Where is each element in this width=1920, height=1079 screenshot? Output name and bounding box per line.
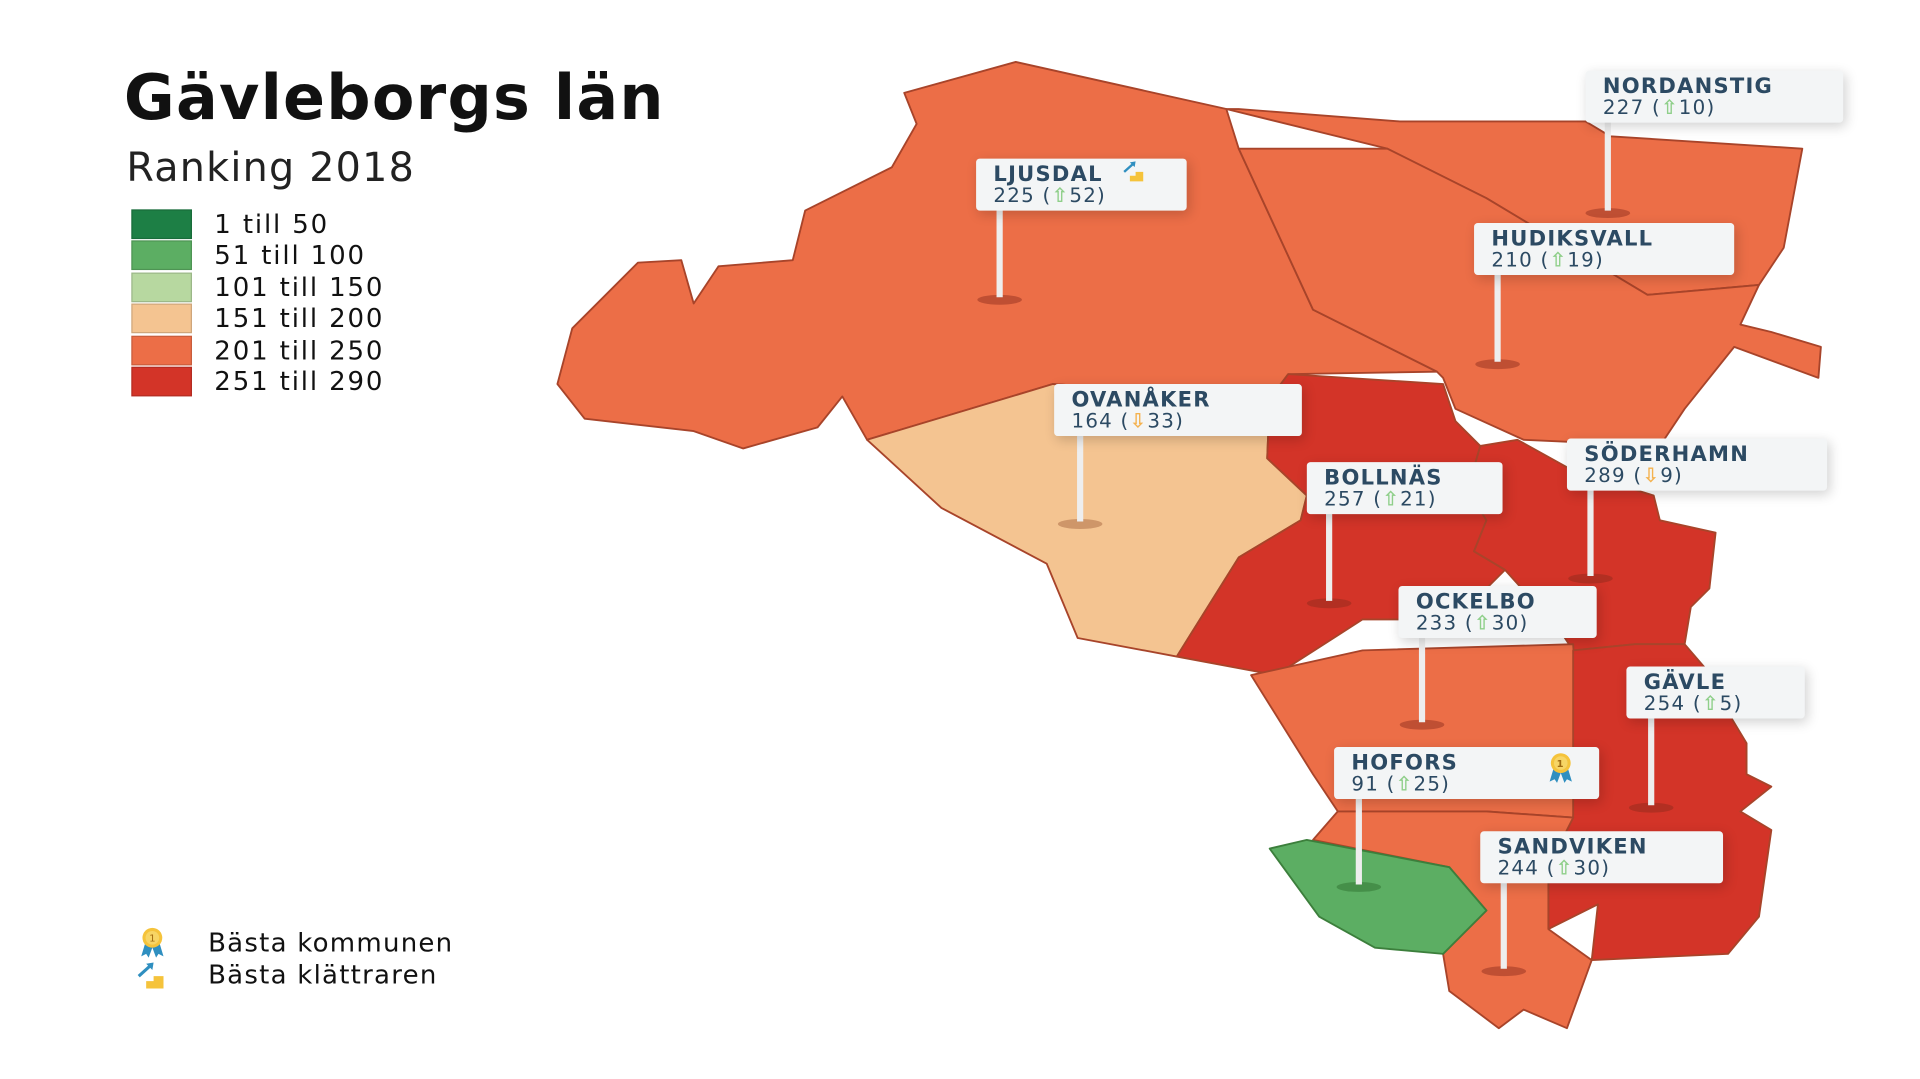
arrow-down-icon: ⇩	[1642, 463, 1661, 487]
municipality-name: NORDANSTIG	[1602, 74, 1774, 100]
municipality-rank: 254 (⇧5)	[1643, 691, 1743, 715]
arrow-up-icon: ⇧	[1051, 183, 1070, 207]
legend-item: 251 till 290	[131, 366, 384, 398]
municipality-name: SÖDERHAMN	[1584, 442, 1750, 468]
region-hofors[interactable]	[1268, 838, 1488, 955]
municipality-name: GÄVLE	[1643, 670, 1727, 695]
svg-text:1: 1	[1557, 759, 1565, 770]
municipality-rank: 233 (⇧30)	[1415, 610, 1529, 635]
municipality-name: OVANÅKER	[1071, 387, 1211, 413]
municipality-name: HUDIKSVALL	[1491, 226, 1654, 252]
icon-legend-item: 1 Bästa kommunen	[134, 927, 454, 959]
municipality-name: HOFORS	[1351, 750, 1459, 776]
municipality-rank: 257 (⇧21)	[1324, 486, 1437, 511]
icon-legend-item: Bästa klättraren	[134, 959, 454, 991]
legend-label: 251 till 290	[214, 366, 385, 397]
arrow-up-icon: ⇧	[1382, 486, 1401, 511]
municipality-name: SANDVIKEN	[1497, 834, 1648, 860]
legend-swatch	[131, 240, 192, 271]
municipality-rank: 210 (⇧19)	[1491, 247, 1604, 272]
climber-stairs-icon	[1123, 161, 1144, 182]
pin-bases	[977, 208, 1674, 977]
arrow-up-icon: ⇧	[1660, 95, 1679, 119]
arrow-down-icon: ⇩	[1129, 408, 1148, 433]
municipality-rank: 91 (⇧25)	[1351, 771, 1451, 796]
municipality-name: BOLLNÄS	[1324, 465, 1443, 491]
pin-poles	[996, 120, 1655, 969]
municipality-rank: 244 (⇧30)	[1497, 856, 1611, 880]
arrow-up-icon: ⇧	[1555, 856, 1574, 880]
map-subtitle: Ranking 2018	[126, 143, 416, 191]
legend-item: 1 till 50	[131, 208, 384, 240]
legend-label: 201 till 250	[214, 335, 385, 366]
arrow-up-icon: ⇧	[1549, 247, 1568, 272]
arrow-up-icon: ⇧	[1395, 771, 1414, 796]
municipality-rank: 225 (⇧52)	[993, 183, 1107, 207]
municipality-rank: 164 (⇩33)	[1071, 408, 1185, 433]
color-legend: 1 till 50 51 till 100 101 till 150 151 t…	[131, 208, 384, 398]
legend-label: 51 till 100	[214, 240, 366, 271]
municipality-rank: 227 (⇧10)	[1602, 95, 1716, 119]
legend-label: 1 till 50	[214, 209, 330, 239]
legend-swatch	[131, 303, 192, 334]
legend-swatch	[131, 272, 192, 302]
legend-label: 151 till 200	[214, 303, 385, 334]
legend-label: 101 till 150	[214, 272, 385, 302]
arrow-up-icon: ⇧	[1473, 610, 1492, 635]
best-climber-label: Bästa klättraren	[208, 960, 438, 990]
legend-item: 201 till 250	[131, 334, 384, 366]
climber-stairs-icon	[137, 962, 164, 989]
municipality-rank: 289 (⇩9)	[1584, 463, 1684, 487]
best-municipality-label: Bästa kommunen	[208, 927, 454, 958]
icon-legend: 1 Bästa kommunen Bästa klättraren	[134, 927, 454, 991]
medal-icon: 1	[141, 927, 164, 958]
arrow-up-icon: ⇧	[1701, 691, 1720, 715]
legend-item: 151 till 200	[131, 303, 384, 335]
legend-swatch	[131, 335, 192, 366]
legend-swatch	[131, 366, 192, 397]
municipality-name: OCKELBO	[1415, 589, 1536, 615]
map-title: Gävleborgs län	[123, 61, 665, 134]
region-hudiksvall[interactable]	[1237, 147, 1822, 447]
legend-swatch	[131, 209, 192, 239]
svg-text:1: 1	[149, 933, 155, 944]
legend-item: 101 till 150	[131, 271, 384, 303]
medal-icon: 1	[1549, 753, 1572, 783]
municipality-name: LJUSDAL	[993, 162, 1103, 188]
legend-item: 51 till 100	[131, 240, 384, 272]
